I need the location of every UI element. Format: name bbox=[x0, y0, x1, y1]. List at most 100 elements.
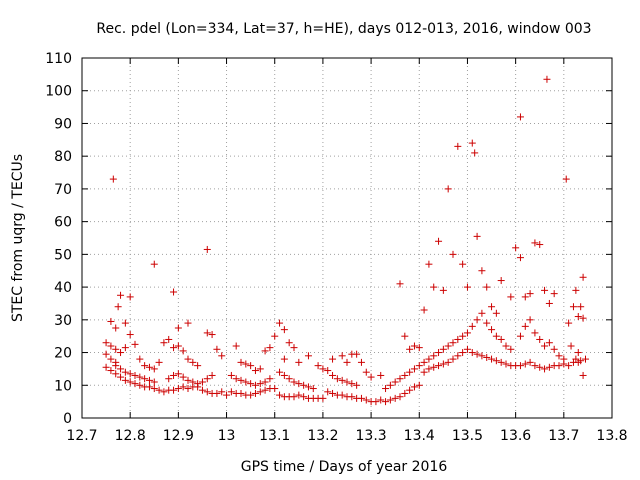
x-tick-label: 13.4 bbox=[404, 428, 435, 444]
data-point bbox=[280, 326, 288, 334]
data-point bbox=[256, 388, 264, 396]
data-point bbox=[170, 288, 178, 296]
data-point bbox=[439, 345, 447, 353]
data-point bbox=[454, 335, 462, 343]
data-point bbox=[396, 393, 404, 401]
data-point bbox=[319, 365, 327, 373]
data-point bbox=[353, 350, 361, 358]
data-point bbox=[574, 349, 582, 357]
data-point bbox=[338, 376, 346, 384]
data-point bbox=[107, 342, 115, 350]
data-point bbox=[492, 332, 500, 340]
data-point bbox=[276, 391, 284, 399]
data-point bbox=[223, 391, 231, 399]
data-point bbox=[541, 365, 549, 373]
data-point bbox=[155, 358, 163, 366]
data-point bbox=[218, 388, 226, 396]
data-point bbox=[415, 381, 423, 389]
data-point bbox=[449, 250, 457, 258]
data-point bbox=[459, 332, 467, 340]
data-point bbox=[401, 371, 409, 379]
data-point bbox=[251, 381, 259, 389]
data-point bbox=[290, 344, 298, 352]
data-point bbox=[430, 283, 438, 291]
data-point bbox=[208, 371, 216, 379]
data-point bbox=[184, 319, 192, 327]
data-point bbox=[353, 381, 361, 389]
data-point bbox=[170, 344, 178, 352]
data-point bbox=[396, 280, 404, 288]
y-tick-label: 70 bbox=[54, 182, 72, 198]
data-point bbox=[543, 75, 551, 83]
data-point bbox=[203, 375, 211, 383]
data-point bbox=[536, 241, 544, 249]
data-point bbox=[473, 350, 481, 358]
data-point bbox=[343, 378, 351, 386]
data-point bbox=[541, 286, 549, 294]
data-point bbox=[488, 326, 496, 334]
data-point bbox=[550, 345, 558, 353]
data-point bbox=[194, 362, 202, 370]
data-point bbox=[131, 380, 139, 388]
data-point bbox=[521, 360, 529, 368]
data-point bbox=[425, 365, 433, 373]
data-point bbox=[362, 368, 370, 376]
data-point bbox=[449, 355, 457, 363]
data-point bbox=[502, 342, 510, 350]
data-point bbox=[304, 352, 312, 360]
data-point bbox=[150, 385, 158, 393]
data-point bbox=[324, 388, 332, 396]
data-point bbox=[271, 385, 279, 393]
data-point bbox=[256, 365, 264, 373]
data-point bbox=[386, 381, 394, 389]
data-point bbox=[194, 380, 202, 388]
data-point bbox=[391, 394, 399, 402]
data-point bbox=[329, 355, 337, 363]
data-point bbox=[449, 339, 457, 347]
data-point bbox=[208, 331, 216, 339]
data-point bbox=[276, 319, 284, 327]
data-point bbox=[536, 363, 544, 371]
data-point bbox=[579, 371, 587, 379]
data-point bbox=[545, 363, 553, 371]
data-point bbox=[338, 352, 346, 360]
data-point bbox=[203, 388, 211, 396]
data-point bbox=[526, 290, 534, 298]
x-tick-label: 13 bbox=[218, 428, 236, 444]
data-point bbox=[112, 370, 120, 378]
data-point bbox=[439, 286, 447, 294]
data-point bbox=[232, 375, 240, 383]
y-tick-label: 0 bbox=[63, 411, 72, 427]
data-point bbox=[300, 393, 308, 401]
data-point bbox=[425, 260, 433, 268]
data-point bbox=[468, 349, 476, 357]
data-point bbox=[420, 368, 428, 376]
data-point bbox=[488, 303, 496, 311]
x-tick-label: 12.8 bbox=[115, 428, 146, 444]
data-point bbox=[560, 360, 568, 368]
data-point bbox=[203, 245, 211, 253]
data-point bbox=[107, 367, 115, 375]
data-point bbox=[121, 368, 129, 376]
data-point bbox=[483, 353, 491, 361]
data-point bbox=[579, 314, 587, 322]
data-point bbox=[516, 332, 524, 340]
data-point bbox=[338, 391, 346, 399]
y-tick-label: 30 bbox=[54, 313, 72, 329]
data-point bbox=[507, 345, 515, 353]
data-point bbox=[218, 352, 226, 360]
data-point bbox=[145, 363, 153, 371]
data-point bbox=[227, 388, 235, 396]
x-tick-label: 13.5 bbox=[452, 428, 483, 444]
x-tick-label: 12.7 bbox=[66, 428, 97, 444]
data-point bbox=[198, 378, 206, 386]
data-point bbox=[531, 362, 539, 370]
data-point bbox=[435, 362, 443, 370]
y-tick-label: 100 bbox=[45, 84, 72, 100]
x-tick-label: 12.9 bbox=[163, 428, 194, 444]
data-point bbox=[367, 373, 375, 381]
data-point bbox=[136, 373, 144, 381]
data-point bbox=[314, 362, 322, 370]
data-point bbox=[444, 358, 452, 366]
data-point bbox=[478, 352, 486, 360]
